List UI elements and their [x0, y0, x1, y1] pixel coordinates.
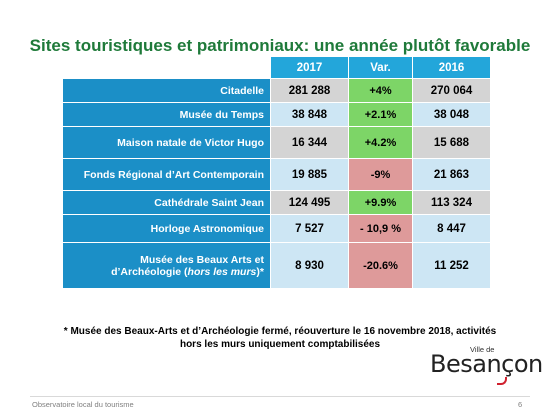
- header-blank: [62, 56, 271, 79]
- row-label-prefix: Musée des Beaux Arts et d’Archéologie (: [111, 253, 264, 278]
- table-row: Citadelle 281 288 +4% 270 064: [62, 78, 491, 103]
- row-label: Musée du Temps: [62, 102, 271, 127]
- row-label-italic: hors les murs: [187, 265, 257, 278]
- value-2016: 15 688: [412, 126, 491, 159]
- variation: +2.1%: [348, 102, 413, 127]
- row-label: Cathédrale Saint Jean: [62, 190, 271, 215]
- visitor-table: 2017 Var. 2016 Citadelle 281 288 +4% 270…: [62, 56, 491, 289]
- table-row: Fonds Régional d’Art Contemporain 19 885…: [62, 158, 491, 191]
- value-2017: 124 495: [270, 190, 349, 215]
- table-row: Cathédrale Saint Jean 124 495 +9.9% 113 …: [62, 190, 491, 215]
- value-2017: 16 344: [270, 126, 349, 159]
- variation: -9%: [348, 158, 413, 191]
- column-header-2016: 2016: [412, 56, 491, 79]
- value-2016: 21 863: [412, 158, 491, 191]
- value-2016: 11 252: [412, 242, 491, 289]
- value-2017: 8 930: [270, 242, 349, 289]
- value-2017: 19 885: [270, 158, 349, 191]
- value-2017: 38 848: [270, 102, 349, 127]
- value-2016: 113 324: [412, 190, 491, 215]
- variation: -20.6%: [348, 242, 413, 289]
- table-header-row: 2017 Var. 2016: [62, 56, 491, 79]
- footer-source: Observatoire local du tourisme: [32, 400, 134, 409]
- column-header-2017: 2017: [270, 56, 349, 79]
- column-header-var: Var.: [348, 56, 413, 79]
- footnote: * Musée des Beaux-Arts et d’Archéologie …: [20, 325, 540, 351]
- logo-cedilla-icon: [497, 377, 507, 385]
- row-label: Fonds Régional d’Art Contemporain: [62, 158, 271, 191]
- value-2017: 7 527: [270, 214, 349, 243]
- variation: +4%: [348, 78, 413, 103]
- logo-ville-de: Ville de: [470, 345, 495, 354]
- row-label: Citadelle: [62, 78, 271, 103]
- table-row: Musée des Beaux Arts et d’Archéologie (h…: [62, 242, 491, 289]
- row-label-suffix: )*: [256, 265, 264, 278]
- logo-besancon: Besançon: [430, 350, 543, 378]
- page-title: Sites touristiques et patrimoniaux: une …: [29, 36, 531, 55]
- variation: +4.2%: [348, 126, 413, 159]
- footnote-line-1: * Musée des Beaux-Arts et d’Archéologie …: [63, 326, 497, 337]
- value-2016: 8 447: [412, 214, 491, 243]
- row-label: Musée des Beaux Arts et d’Archéologie (h…: [62, 242, 271, 289]
- footer-divider: [30, 396, 530, 397]
- variation: - 10,9 %: [348, 214, 413, 243]
- table-row: Musée du Temps 38 848 +2.1% 38 048: [62, 102, 491, 127]
- table-row: Maison natale de Victor Hugo 16 344 +4.2…: [62, 126, 491, 159]
- page-number: 6: [518, 400, 523, 409]
- value-2017: 281 288: [270, 78, 349, 103]
- row-label: Horloge Astronomique: [62, 214, 271, 243]
- row-label: Maison natale de Victor Hugo: [62, 126, 271, 159]
- footnote-line-2: hors les murs uniquement comptabilisées: [179, 339, 381, 350]
- table-row: Horloge Astronomique 7 527 - 10,9 % 8 44…: [62, 214, 491, 243]
- variation: +9.9%: [348, 190, 413, 215]
- value-2016: 38 048: [412, 102, 491, 127]
- value-2016: 270 064: [412, 78, 491, 103]
